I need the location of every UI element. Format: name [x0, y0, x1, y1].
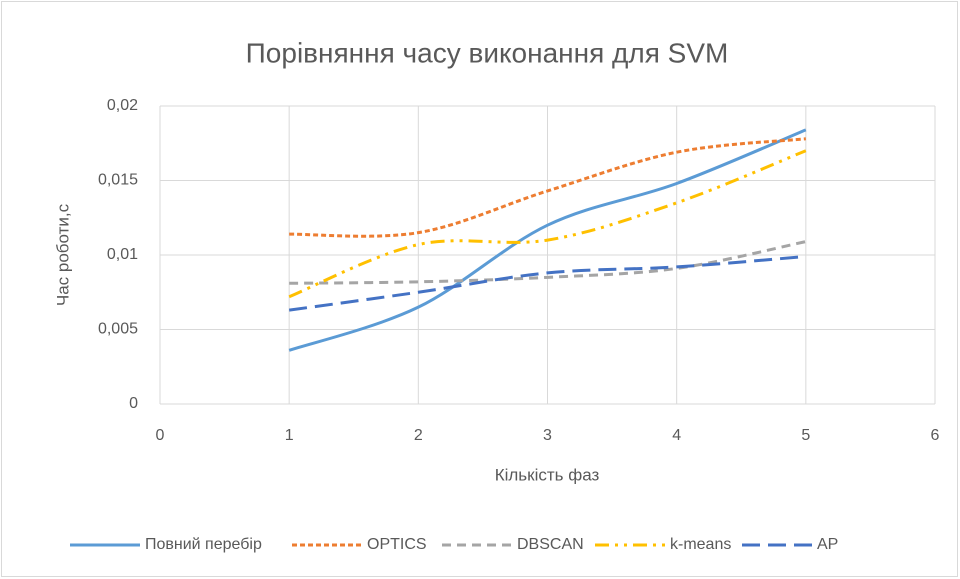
x-tick-label: 5: [801, 427, 810, 444]
y-tick-label: 0: [129, 395, 138, 412]
series-line: [289, 240, 807, 285]
x-tick-label: 0: [156, 427, 165, 444]
x-tick-label: 4: [672, 427, 681, 444]
y-tick-label: 0,005: [98, 321, 138, 338]
series-line: [289, 137, 806, 238]
legend-label: OPTICS: [367, 536, 427, 553]
y-tick-label: 0,02: [107, 97, 138, 114]
chart-title: Порівняння часу виконання для SVM: [246, 37, 729, 68]
x-tick-label: 3: [543, 427, 552, 444]
x-tick-label: 2: [414, 427, 423, 444]
series-line: [288, 254, 806, 312]
series-line: [288, 128, 807, 352]
series-line: [288, 149, 807, 299]
x-tick-label: 6: [931, 427, 940, 444]
x-axis-label: Кількість фаз: [495, 465, 600, 484]
legend-label: k-means: [670, 536, 731, 553]
legend-label: AP: [817, 536, 838, 553]
y-tick-label: 0,01: [107, 246, 138, 263]
y-tick-label: 0,015: [98, 172, 138, 189]
legend-label: DBSCAN: [517, 536, 584, 553]
x-tick-label: 1: [285, 427, 294, 444]
y-axis-label: Час роботи,с: [53, 203, 72, 306]
legend-label: Повний перебір: [145, 536, 262, 553]
